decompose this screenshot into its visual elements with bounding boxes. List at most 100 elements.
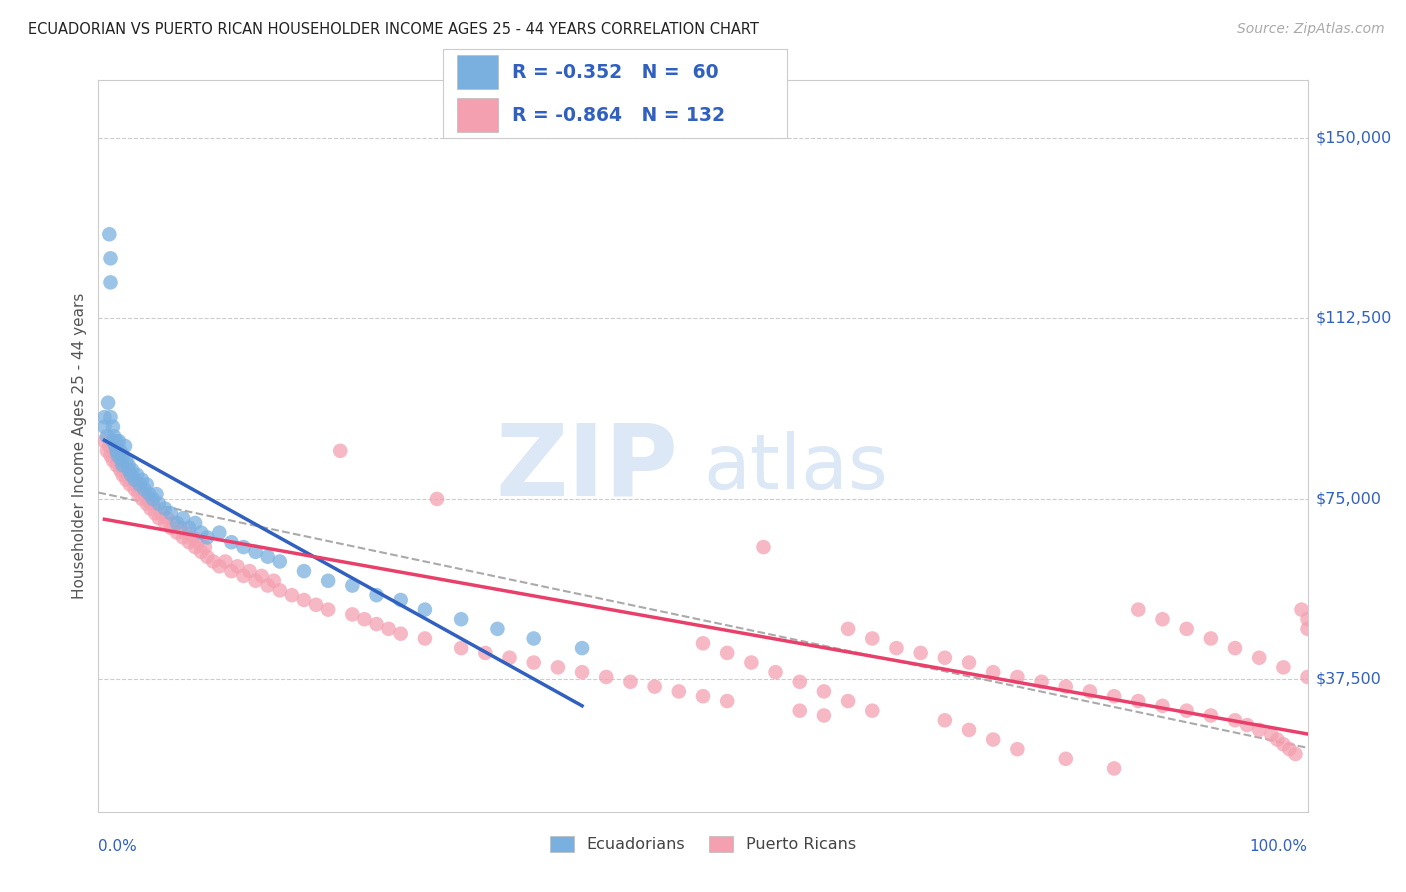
Point <box>353 612 375 626</box>
Point <box>1031 674 1053 689</box>
Point <box>162 516 184 530</box>
Point <box>127 487 149 501</box>
Point <box>239 564 262 578</box>
Point <box>389 626 412 640</box>
Point <box>813 684 835 698</box>
Point <box>232 569 254 583</box>
Point <box>1199 632 1222 646</box>
Point <box>789 704 811 718</box>
Point <box>187 535 209 549</box>
Point <box>202 554 225 568</box>
Point <box>184 540 207 554</box>
Point <box>115 473 138 487</box>
Point <box>1102 761 1125 775</box>
Point <box>134 487 156 501</box>
Point <box>148 497 170 511</box>
Point <box>150 507 173 521</box>
Text: ECUADORIAN VS PUERTO RICAN HOUSEHOLDER INCOME AGES 25 - 44 YEARS CORRELATION CHA: ECUADORIAN VS PUERTO RICAN HOUSEHOLDER I… <box>28 22 759 37</box>
Point <box>125 477 148 491</box>
Point <box>837 622 859 636</box>
Point <box>668 684 690 698</box>
Point <box>981 732 1004 747</box>
Point <box>292 564 315 578</box>
Text: $112,500: $112,500 <box>1316 311 1392 326</box>
Point <box>957 656 980 670</box>
Point <box>135 497 157 511</box>
Point <box>1249 723 1271 737</box>
Point <box>128 477 150 491</box>
Point <box>245 545 267 559</box>
Point <box>153 501 176 516</box>
Point <box>160 521 183 535</box>
Point <box>1128 694 1150 708</box>
Text: R = -0.352   N =  60: R = -0.352 N = 60 <box>512 62 718 82</box>
Text: ZIP: ZIP <box>496 419 679 516</box>
Point <box>413 632 436 646</box>
Point <box>486 622 509 636</box>
Point <box>692 636 714 650</box>
Point <box>166 516 188 530</box>
Point <box>1265 732 1288 747</box>
Point <box>93 434 115 449</box>
Point <box>413 602 436 616</box>
Point <box>498 650 520 665</box>
Point <box>111 458 134 473</box>
Point <box>120 467 142 482</box>
Point <box>256 549 278 564</box>
Point <box>111 467 134 482</box>
Point <box>342 578 364 592</box>
Point <box>316 574 339 588</box>
Point <box>1102 690 1125 704</box>
Point <box>139 501 162 516</box>
Point <box>1152 612 1174 626</box>
Point <box>134 483 156 497</box>
Point <box>765 665 787 680</box>
Point <box>716 646 738 660</box>
Text: 100.0%: 100.0% <box>1250 839 1308 855</box>
Point <box>226 559 249 574</box>
Point <box>124 473 146 487</box>
Point <box>101 453 124 467</box>
Point <box>156 511 179 525</box>
Point <box>1054 680 1077 694</box>
Point <box>129 483 152 497</box>
Point <box>1223 714 1246 728</box>
Point <box>886 641 908 656</box>
Point <box>221 535 243 549</box>
Point <box>1272 737 1295 751</box>
Text: Source: ZipAtlas.com: Source: ZipAtlas.com <box>1237 22 1385 37</box>
Point <box>97 395 120 409</box>
Point <box>837 694 859 708</box>
Point <box>108 434 131 449</box>
Point <box>108 463 131 477</box>
Point <box>1078 684 1101 698</box>
Point <box>100 410 122 425</box>
Point <box>1007 742 1029 756</box>
Point <box>195 530 218 544</box>
Text: atlas: atlas <box>703 431 887 505</box>
Point <box>110 458 132 473</box>
Point <box>143 507 166 521</box>
Point <box>860 632 883 646</box>
Point <box>256 578 278 592</box>
Point <box>450 641 472 656</box>
Point <box>269 583 291 598</box>
Point <box>181 530 204 544</box>
Point <box>571 665 593 680</box>
Point <box>377 622 399 636</box>
Point <box>1175 704 1198 718</box>
Text: R = -0.864   N = 132: R = -0.864 N = 132 <box>512 105 724 125</box>
Point <box>263 574 285 588</box>
Point <box>934 714 956 728</box>
Point <box>740 656 762 670</box>
Point <box>105 434 128 449</box>
Point <box>1284 747 1306 761</box>
Point <box>100 276 122 290</box>
Point <box>245 574 267 588</box>
Point <box>860 704 883 718</box>
Point <box>619 674 641 689</box>
Point <box>1128 602 1150 616</box>
Point <box>366 588 388 602</box>
Point <box>571 641 593 656</box>
Point <box>595 670 617 684</box>
